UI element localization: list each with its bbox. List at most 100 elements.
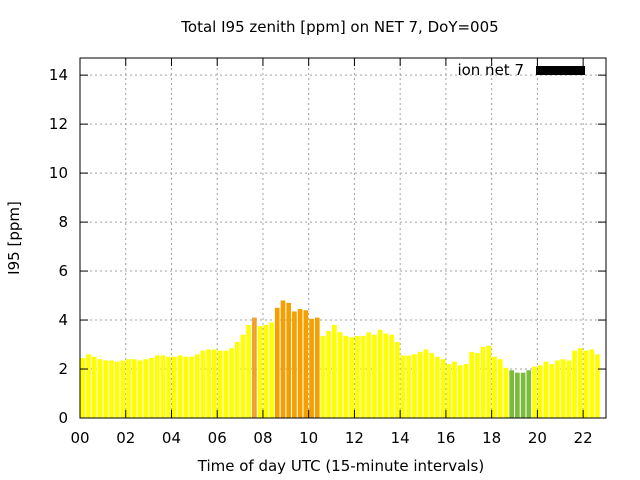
x-tick-label: 10 (299, 429, 318, 447)
bar (126, 359, 131, 418)
bar (486, 345, 492, 418)
bar (143, 359, 149, 418)
bar (429, 353, 434, 418)
grid-lines (80, 58, 606, 418)
bar (166, 356, 171, 418)
x-tick-label: 20 (528, 429, 547, 447)
legend: ion net 7 (457, 61, 585, 79)
bar (183, 356, 189, 418)
bar (509, 370, 515, 418)
x-tick-label: 02 (116, 429, 135, 447)
bar (400, 355, 406, 418)
bar (446, 364, 452, 418)
bar (131, 359, 137, 418)
bar (595, 354, 600, 418)
bar (80, 358, 86, 418)
y-tick-labels: 0 2 4 6 8 10 12 14 (49, 66, 68, 427)
x-tick-label: 00 (70, 429, 89, 447)
bar (240, 334, 246, 418)
bar-series (80, 300, 600, 418)
bar (343, 335, 349, 418)
y-tick-label: 4 (58, 311, 68, 329)
axis-ticks (79, 58, 606, 419)
bar (457, 365, 463, 418)
bar (257, 326, 263, 418)
y-tick-label: 10 (49, 164, 68, 182)
y-tick-label: 8 (58, 213, 68, 231)
bar (532, 366, 537, 418)
bar (480, 346, 486, 418)
plot-area-frame (79, 57, 607, 419)
bar (234, 342, 240, 418)
bar (497, 359, 503, 418)
bar (246, 324, 252, 418)
bar (577, 348, 583, 418)
bar (91, 356, 97, 418)
bar (537, 365, 543, 418)
bar (154, 355, 160, 418)
bar (412, 354, 417, 418)
bar (303, 310, 309, 418)
bar (452, 361, 457, 418)
bar (503, 367, 509, 418)
x-tick-label: 16 (436, 429, 455, 447)
bar (97, 359, 103, 418)
bar (332, 324, 337, 418)
bar (389, 334, 394, 418)
x-tick-label: 06 (208, 429, 227, 447)
legend-label: ion net 7 (457, 61, 524, 79)
bar (549, 364, 555, 418)
x-tick-label: 14 (391, 429, 410, 447)
bar (515, 372, 520, 418)
bar (217, 350, 223, 418)
bar (177, 355, 183, 418)
bar (543, 361, 549, 418)
bar (492, 356, 497, 418)
bar (366, 332, 372, 418)
bar (417, 351, 423, 418)
y-tick-label: 0 (58, 409, 68, 427)
bar (583, 350, 589, 418)
x-tick-label: 22 (574, 429, 593, 447)
bar (286, 302, 292, 418)
bar (280, 300, 286, 418)
chart-title: Total I95 zenith [ppm] on NET 7, DoY=005 (180, 18, 498, 36)
y-tick-label: 14 (49, 66, 68, 84)
legend-swatch (536, 66, 585, 75)
bar (263, 324, 269, 418)
bar (434, 356, 440, 418)
bar (475, 353, 480, 418)
bar (297, 309, 303, 418)
bar (372, 334, 377, 418)
bar (320, 335, 326, 418)
x-tick-labels: 00 02 04 06 08 10 12 14 16 18 20 22 (70, 429, 592, 447)
x-tick-label: 08 (253, 429, 272, 447)
bar (194, 354, 200, 418)
x-tick-label: 18 (482, 429, 501, 447)
bar (520, 372, 526, 418)
bar (560, 359, 566, 418)
bar (309, 318, 314, 418)
bar (223, 350, 229, 418)
bar (137, 360, 143, 418)
bar (109, 360, 114, 418)
y-axis-label: I95 [ppm] (5, 201, 23, 275)
bar (526, 370, 532, 418)
y-tick-label: 6 (58, 262, 68, 280)
bar (349, 337, 354, 418)
bar (252, 317, 257, 418)
bar (469, 351, 474, 418)
bar (337, 332, 343, 418)
bar (555, 360, 560, 418)
x-tick-label: 12 (345, 429, 364, 447)
bar (229, 348, 234, 418)
bar (377, 329, 383, 418)
bar (314, 317, 320, 418)
bar (171, 356, 177, 418)
bar (566, 360, 572, 418)
x-axis-label: Time of day UTC (15-minute intervals) (197, 457, 484, 475)
bar (189, 356, 194, 418)
bar (354, 335, 360, 418)
y-tick-label: 12 (49, 115, 68, 133)
